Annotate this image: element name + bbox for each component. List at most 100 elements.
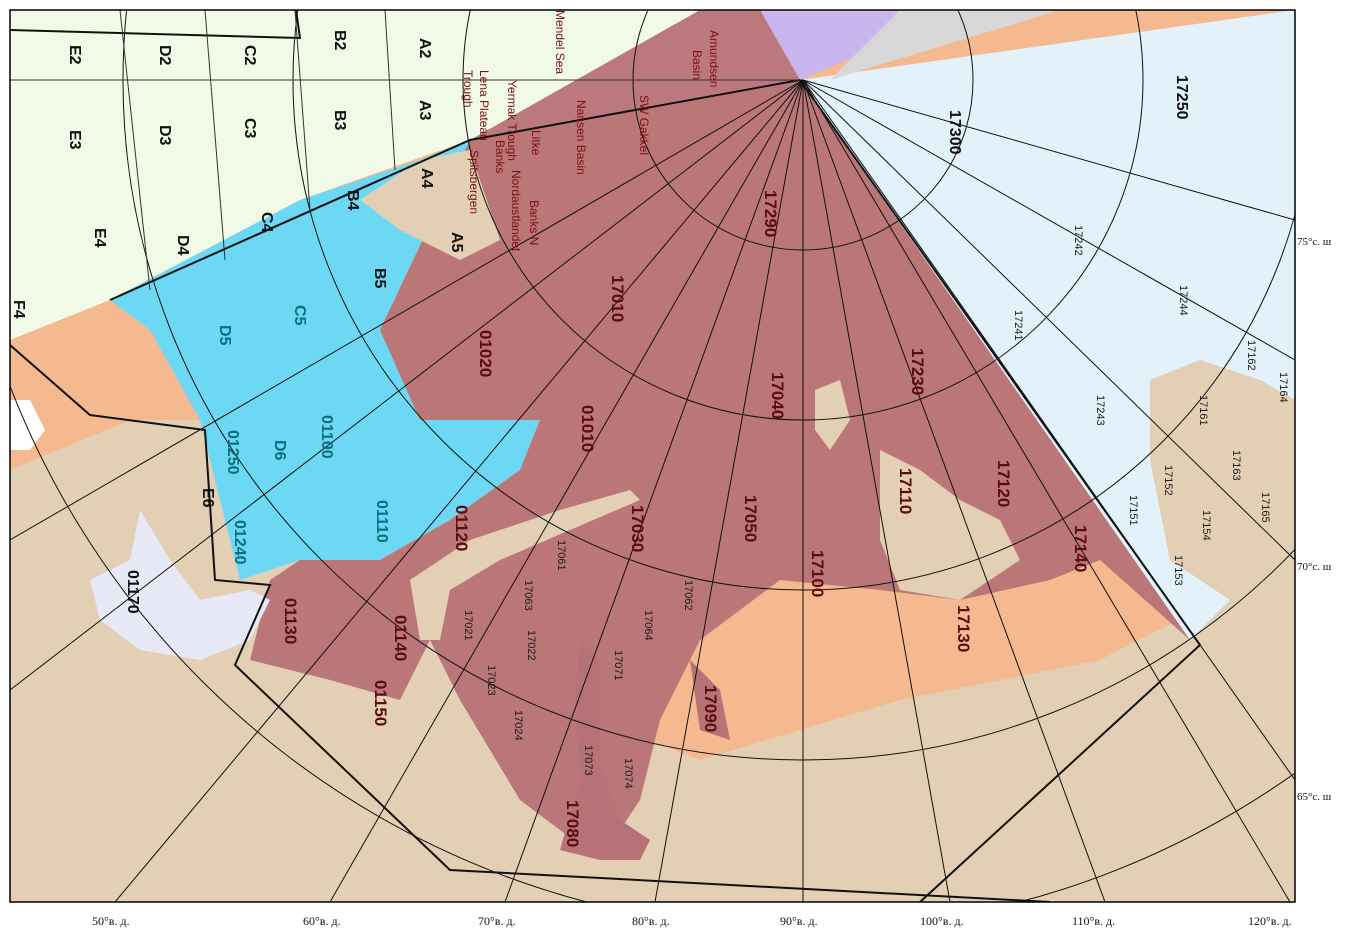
- zone-17241: 17241: [1012, 310, 1024, 341]
- zone-17064: 17064: [642, 610, 654, 641]
- sea-spitsbergen: Spitsbergen: [467, 150, 481, 214]
- zone-17161: 17161: [1197, 395, 1209, 426]
- grid-label-D2: D2: [156, 45, 173, 66]
- region-boundaries: [10, 10, 1202, 902]
- zone-01150: 01150: [371, 680, 390, 726]
- sea-mendel-sea: Mendel Sea: [553, 10, 567, 74]
- zone-17100: 17100: [808, 550, 827, 597]
- lon-label-50: 50°в. д.: [92, 914, 130, 928]
- zone-17074: 17074: [622, 758, 634, 789]
- zone-17300: 17300: [946, 110, 963, 155]
- zone-01010: 01010: [578, 405, 597, 452]
- lon-label-110: 110°в. д.: [1072, 914, 1115, 928]
- longitude-labels: 50°в. д. 60°в. д. 70°в. д. 80°в. д. 90°в…: [92, 914, 1292, 928]
- east-grid-area: [800, 10, 1295, 640]
- zone-17024: 17024: [512, 710, 524, 741]
- sea-nordaustlandet: Nordaustlandet: [509, 170, 523, 252]
- land-area-east: [1150, 360, 1295, 600]
- meridian-lines: [10, 79, 1295, 902]
- sea-nansen-basin: Nansen Basin: [574, 100, 588, 175]
- sea-sw-gakkel: SW Gakkel: [637, 95, 651, 155]
- zone-01240: 01240: [231, 520, 248, 565]
- grid-label-A4: A4: [418, 168, 435, 189]
- zone-17154: 17154: [1200, 510, 1212, 541]
- grid-cell-labels: E2 D2 C2 B2 A2 E3 D3 C3 B3 A3 E4 D4 C4 B…: [10, 30, 465, 508]
- lon-label-120: 120°в. д.: [1248, 914, 1292, 928]
- grid-label-C3: C3: [241, 118, 258, 139]
- zone-17164: 17164: [1277, 372, 1289, 403]
- grid-label-C4: C4: [258, 212, 275, 233]
- grid-label-E2: E2: [66, 45, 83, 65]
- zone-17110: 17110: [896, 468, 915, 514]
- zone-17162: 17162: [1245, 340, 1257, 371]
- grey-wedge: [830, 10, 1060, 80]
- white-patch: [10, 400, 45, 450]
- zone-17090: 17090: [701, 685, 720, 732]
- lon-label-100: 100°в. д.: [920, 914, 964, 928]
- zone-17050: 17050: [741, 495, 760, 542]
- lat-label-65: 65°с. ш: [1297, 791, 1332, 803]
- sea-litke-trough: Litke: [529, 130, 543, 156]
- zone-17250: 17250: [1173, 75, 1190, 120]
- map-frame-border: [9, 9, 1296, 903]
- grid-label-C5: C5: [291, 305, 308, 326]
- latitude-labels: 75°с. ш 70°с. ш 65°с. ш: [1297, 236, 1332, 803]
- lon-label-60: 60°в. д.: [303, 914, 341, 928]
- zone-labels: 17010 01020 01010 17040 17230 17290 1711…: [124, 75, 1190, 847]
- zone-01110: 01110: [373, 500, 390, 543]
- zone-17040: 17040: [768, 372, 787, 419]
- zone-17152: 17152: [1162, 465, 1174, 496]
- grid-label-E4: E4: [91, 228, 108, 248]
- zone-17030: 17030: [628, 505, 647, 552]
- grid-label-B3: B3: [331, 110, 348, 131]
- lon-label-80: 80°в. д.: [632, 914, 670, 928]
- zone-01100: 01100: [318, 415, 335, 459]
- zone-17073: 17073: [582, 745, 594, 776]
- grid-label-D3: D3: [156, 125, 173, 146]
- grid-label-B2: B2: [331, 30, 348, 51]
- zone-01250: 01250: [224, 430, 241, 475]
- sea-banks-n: Banks N: [527, 200, 541, 245]
- zone-17290: 17290: [761, 190, 780, 237]
- small-zone-labels: 17061 17063 17062 17064 17021 17022 1702…: [462, 225, 1289, 789]
- zone-17022: 17022: [525, 630, 537, 661]
- zone-01120: 01120: [452, 505, 471, 551]
- zone-17063: 17063: [522, 580, 534, 611]
- grid-label-D4: D4: [174, 235, 191, 256]
- land-area: [10, 420, 1295, 902]
- sea-feature-labels: Amundsen Basin Nansen Basin SW Gakkel Li…: [461, 10, 721, 252]
- sea-amundsen-basin: Amundsen: [707, 30, 721, 87]
- zone-01140: 01140: [391, 615, 410, 661]
- zone-17242: 17242: [1072, 225, 1084, 256]
- sea-yermak-trough: Yermak Trough: [505, 80, 519, 161]
- grid-label-A3: A3: [416, 100, 433, 121]
- zone-17130: 17130: [954, 605, 973, 652]
- grid-label-A2: A2: [416, 38, 433, 59]
- zone-17061: 17061: [555, 540, 567, 571]
- gulf-yenisei: [690, 660, 730, 740]
- grid-label-B4: B4: [344, 190, 361, 211]
- island-severnaya: [815, 380, 850, 450]
- lat-label-75: 75°с. ш: [1297, 236, 1332, 248]
- blue-area: [110, 140, 540, 580]
- zone-17120: 17120: [994, 460, 1013, 507]
- grid-label-D6: D6: [271, 440, 288, 461]
- lon-label-70: 70°в. д.: [478, 914, 516, 928]
- zone-01130: 01130: [281, 598, 300, 644]
- grid-label-A5: A5: [448, 232, 465, 253]
- zone-17151: 17151: [1127, 495, 1139, 526]
- grid-label-E6: E6: [199, 488, 216, 508]
- purple-area: [760, 10, 900, 80]
- zone-17023: 17023: [485, 665, 497, 696]
- lon-label-90: 90°в. д.: [780, 914, 818, 928]
- zone-17080: 17080: [563, 800, 582, 847]
- white-sea-area: [90, 510, 270, 660]
- zone-17140: 17140: [1071, 525, 1090, 572]
- zone-17062: 17062: [682, 580, 694, 611]
- sea-basin: Basin: [690, 50, 704, 80]
- zone-17010: 17010: [608, 275, 627, 322]
- grid-label-F4: F4: [10, 300, 27, 319]
- grid-label-D5: D5: [216, 325, 233, 346]
- peninsula-taymyr: [880, 450, 1020, 600]
- sea-lena-plateau: Lena Plateau: [477, 70, 491, 141]
